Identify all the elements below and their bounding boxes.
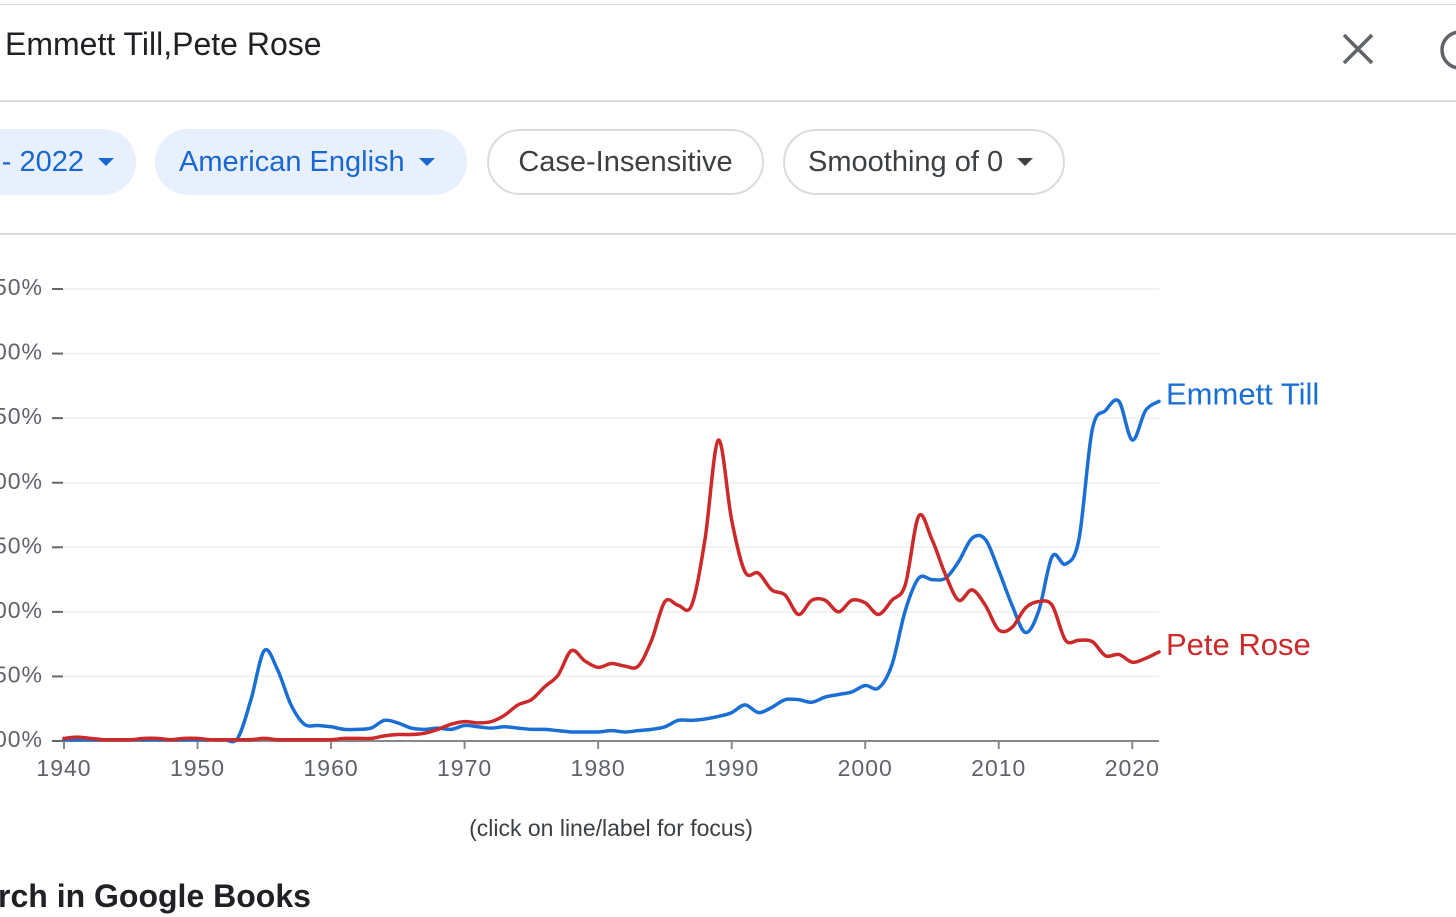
x-tick-label: 1940 <box>36 755 91 781</box>
series-label[interactable]: Pete Rose <box>1166 627 1311 662</box>
y-tick-label: 00% <box>0 726 43 752</box>
smoothing-chip[interactable]: Smoothing of 0 <box>783 129 1065 195</box>
help-icon[interactable] <box>1438 28 1456 72</box>
y-tick-label: 50% <box>0 532 43 558</box>
y-tick-label: 00% <box>0 597 43 623</box>
clear-button[interactable] <box>1340 31 1376 67</box>
divider <box>0 233 1456 235</box>
y-tick-label: 00% <box>0 339 43 365</box>
top-border <box>0 4 1456 5</box>
x-tick-label: 2020 <box>1105 755 1160 781</box>
y-tick-label: 50% <box>0 403 43 429</box>
divider <box>0 100 1456 102</box>
chip-label: Case-Insensitive <box>518 145 733 178</box>
chart: 00% 50% 00% 50% 00% 50% 00% 50% 1940 1950 1960 1970… <box>0 274 1319 781</box>
caret <box>418 158 435 166</box>
x-tick-label: 1990 <box>704 755 759 781</box>
x-tick-label: 1970 <box>437 755 492 781</box>
case-chip[interactable]: Case-Insensitive <box>487 129 764 195</box>
y-tick-label: 50% <box>0 662 43 688</box>
x-tick-label: 1960 <box>303 755 358 781</box>
data-line[interactable] <box>62 398 1161 744</box>
chart-hint: (click on line/label for focus) <box>469 815 753 841</box>
x-tick-label: 1980 <box>571 755 626 781</box>
x-tick-label: 2000 <box>838 755 893 781</box>
x-tick-label: 1950 <box>170 755 225 781</box>
chip-label: - 2022 <box>1 145 84 178</box>
series-label[interactable]: Emmett Till <box>1166 377 1319 412</box>
corpus-chip[interactable]: American English <box>155 129 467 195</box>
chip-label: Smoothing of 0 <box>808 145 1004 178</box>
caret <box>1017 158 1034 166</box>
y-tick-label: 50% <box>0 274 43 300</box>
year-range-chip[interactable]: - 2022 <box>0 129 136 195</box>
y-tick-label: 00% <box>0 468 43 494</box>
section-heading: rch in Google Books <box>0 878 311 914</box>
x-tick-label: 2010 <box>971 755 1026 781</box>
data-line[interactable] <box>62 438 1161 742</box>
search-query[interactable]: Emmett Till,Pete Rose <box>5 26 322 62</box>
caret <box>98 158 114 166</box>
chip-label: American English <box>179 145 405 178</box>
